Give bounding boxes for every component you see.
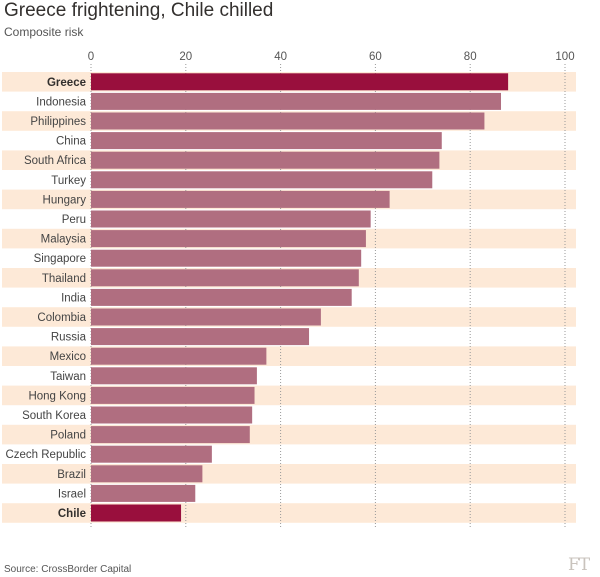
x-tick-label: 0 <box>88 51 94 63</box>
bar-poland <box>91 426 250 444</box>
bar-singapore <box>91 249 362 267</box>
row-band <box>2 385 576 406</box>
x-tick-label: 40 <box>274 51 287 63</box>
category-label: China <box>56 136 87 148</box>
bar-peru <box>91 210 371 228</box>
bar-russia <box>91 328 310 346</box>
category-label: Israel <box>58 488 86 500</box>
bar-brazil <box>91 465 203 483</box>
category-label: South Korea <box>22 410 87 422</box>
x-tick-label: 60 <box>369 51 382 63</box>
category-label: Turkey <box>51 175 86 187</box>
x-tick-label: 100 <box>555 51 574 63</box>
source-note: Source: CrossBorder Capital <box>4 564 132 575</box>
category-label: Mexico <box>50 351 86 363</box>
bar-hong-kong <box>91 386 255 404</box>
category-label: Peru <box>62 214 86 226</box>
category-label: Hungary <box>43 194 87 206</box>
category-label: Thailand <box>42 273 86 285</box>
category-label: Greece <box>47 77 86 89</box>
category-label: Taiwan <box>50 371 86 383</box>
row-band <box>2 464 576 484</box>
category-label: South Africa <box>24 155 87 167</box>
bar-czech-republic <box>91 445 212 463</box>
category-label: Hong Kong <box>28 390 86 402</box>
bar-israel <box>91 484 196 502</box>
bar-india <box>91 288 352 306</box>
ft-logo: FT <box>568 555 590 575</box>
row-band <box>2 503 576 523</box>
bar-malaysia <box>91 230 366 248</box>
chart-subtitle: Composite risk <box>4 25 84 39</box>
bar-south-africa <box>91 151 440 169</box>
category-label: Colombia <box>37 312 86 324</box>
category-label: Singapore <box>34 253 86 265</box>
bar-thailand <box>91 269 359 287</box>
bar-hungary <box>91 190 390 208</box>
bar-china <box>91 132 442 150</box>
x-tick-label: 80 <box>464 51 477 63</box>
bar-south-korea <box>91 406 253 424</box>
bar-mexico <box>91 347 267 365</box>
category-label: Russia <box>51 332 87 344</box>
bar-chile <box>91 504 182 522</box>
category-label: Chile <box>58 508 86 520</box>
row-band <box>2 424 576 445</box>
category-label: Indonesia <box>36 96 86 108</box>
bar-philippines <box>91 112 485 130</box>
bar-greece <box>91 73 509 91</box>
category-label: Brazil <box>57 469 86 481</box>
row-band <box>2 346 576 366</box>
category-label: Philippines <box>30 116 86 128</box>
bar-indonesia <box>91 92 502 110</box>
category-label: Malaysia <box>41 234 87 246</box>
bar-taiwan <box>91 367 257 385</box>
category-label: Czech Republic <box>5 449 86 461</box>
bar-turkey <box>91 171 433 189</box>
bar-colombia <box>91 308 321 326</box>
category-label: Poland <box>50 430 86 442</box>
category-label: India <box>61 292 87 304</box>
chart-title: Greece frightening, Chile chilled <box>4 0 274 21</box>
x-tick-label: 20 <box>179 51 192 63</box>
